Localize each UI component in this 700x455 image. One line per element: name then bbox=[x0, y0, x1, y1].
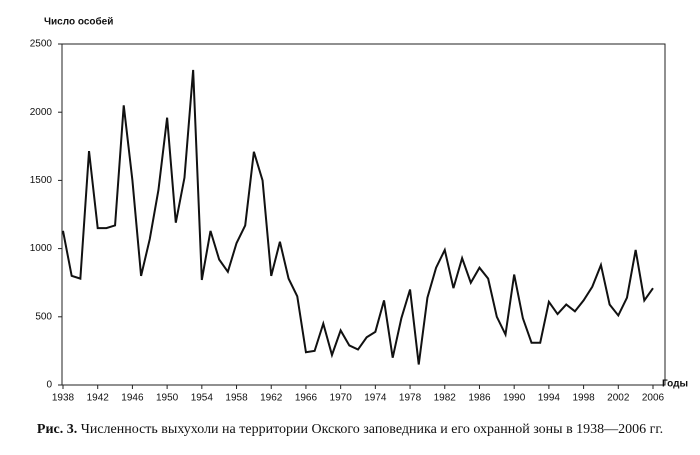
y-tick-label: 1500 bbox=[30, 175, 53, 186]
x-tick-label: 1938 bbox=[52, 393, 75, 404]
x-tick-label: 1954 bbox=[191, 393, 214, 404]
y-tick-label: 500 bbox=[35, 311, 52, 322]
data-line bbox=[62, 69, 654, 365]
x-tick-label: 1970 bbox=[330, 393, 353, 404]
x-axis-label: Годы bbox=[662, 379, 688, 390]
x-tick-label: 1998 bbox=[572, 393, 595, 404]
x-tick-label: 1946 bbox=[121, 393, 144, 404]
y-tick-label: 1000 bbox=[30, 243, 53, 254]
x-tick-label: 1986 bbox=[468, 393, 491, 404]
y-axis-label: Число особей bbox=[44, 16, 113, 28]
x-tick-label: 1950 bbox=[156, 393, 179, 404]
caption: Рис. 3. Численность выхухоли на территор… bbox=[37, 422, 663, 437]
x-tick-label: 2002 bbox=[607, 393, 630, 404]
x-tick-label: 1958 bbox=[225, 393, 248, 404]
x-tick-label: 1974 bbox=[364, 393, 387, 404]
x-tick-label: 1966 bbox=[295, 393, 318, 404]
y-tick-label: 2500 bbox=[30, 39, 53, 50]
y-tick-label: 0 bbox=[46, 380, 52, 391]
x-tick-label: 1978 bbox=[399, 393, 422, 404]
x-tick-label: 1962 bbox=[260, 393, 283, 404]
x-tick-label: 2006 bbox=[642, 393, 665, 404]
x-tick-label: 1994 bbox=[538, 393, 561, 404]
y-tick-label: 2000 bbox=[30, 107, 53, 118]
caption-text: Численность выхухоли на территории Окско… bbox=[81, 422, 663, 437]
plot-frame bbox=[61, 43, 666, 386]
x-tick-label: 1942 bbox=[87, 393, 110, 404]
caption-label: Рис. 3. bbox=[37, 422, 77, 437]
x-tick-label: 1990 bbox=[503, 393, 526, 404]
x-tick-label: 1982 bbox=[434, 393, 457, 404]
